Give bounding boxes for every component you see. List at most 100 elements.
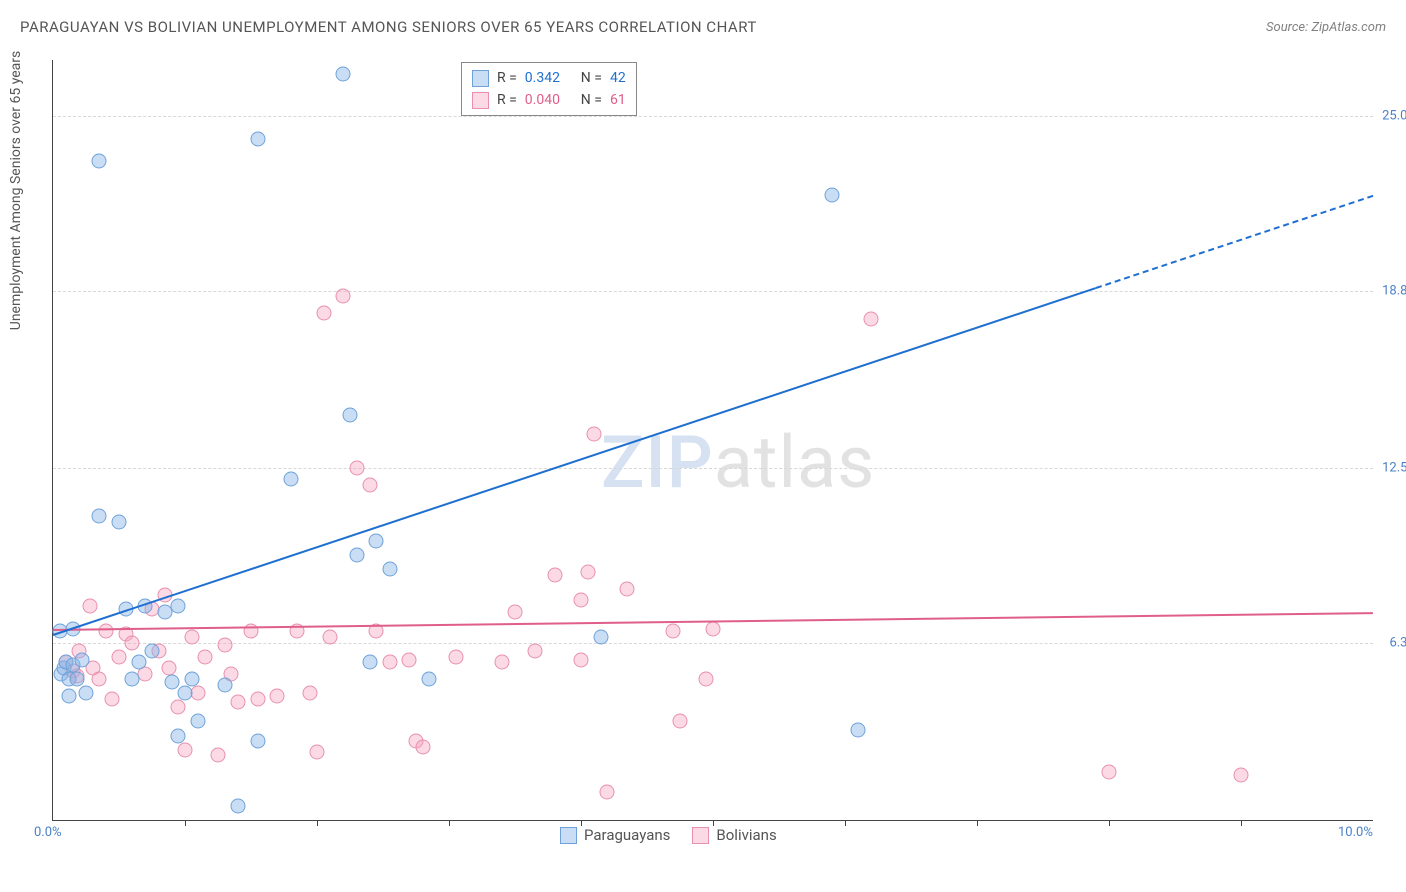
legend-swatch	[472, 92, 489, 109]
scatter-point	[851, 722, 866, 737]
gridline	[53, 643, 1373, 644]
scatter-point	[92, 154, 107, 169]
scatter-point	[593, 630, 608, 645]
scatter-point	[162, 661, 177, 676]
series-label: Bolivians	[716, 826, 776, 844]
scatter-point	[191, 686, 206, 701]
scatter-point	[164, 675, 179, 690]
scatter-plot: ZIPatlas R =0.342N =42R =0.040N =61 6.3%…	[52, 60, 1373, 821]
scatter-point	[217, 677, 232, 692]
scatter-point	[706, 621, 721, 636]
chart-area: Unemployment Among Seniors over 65 years…	[0, 50, 1406, 892]
scatter-point	[323, 630, 338, 645]
scatter-point	[343, 407, 358, 422]
series-label: Paraguayans	[584, 826, 670, 844]
scatter-point	[362, 478, 377, 493]
scatter-point	[864, 311, 879, 326]
chart-title: PARAGUAYAN VS BOLIVIAN UNEMPLOYMENT AMON…	[20, 18, 757, 36]
legend-n-label: N =	[581, 89, 602, 111]
scatter-point	[673, 714, 688, 729]
scatter-point	[178, 742, 193, 757]
x-tick	[845, 820, 846, 826]
gridline	[53, 468, 1373, 469]
watermark: ZIPatlas	[601, 420, 875, 505]
regression-line	[53, 287, 1096, 636]
legend-r-value: 0.040	[525, 89, 573, 111]
scatter-point	[171, 728, 186, 743]
source-prefix: Source:	[1266, 20, 1311, 35]
scatter-point	[303, 686, 318, 701]
scatter-point	[61, 689, 76, 704]
scatter-point	[620, 582, 635, 597]
scatter-point	[283, 472, 298, 487]
gridline	[53, 291, 1373, 292]
legend-swatch	[692, 827, 709, 844]
y-tick-label: 18.8%	[1377, 283, 1406, 298]
series-legend-item: Bolivians	[692, 826, 776, 844]
scatter-point	[382, 655, 397, 670]
scatter-point	[574, 652, 589, 667]
series-legend-item: Paraguayans	[560, 826, 670, 844]
scatter-point	[125, 672, 140, 687]
scatter-point	[349, 548, 364, 563]
scatter-point	[494, 655, 509, 670]
scatter-point	[230, 798, 245, 813]
scatter-point	[336, 289, 351, 304]
scatter-point	[171, 700, 186, 715]
x-tick	[977, 820, 978, 826]
scatter-point	[250, 734, 265, 749]
scatter-point	[527, 644, 542, 659]
scatter-point	[191, 714, 206, 729]
scatter-point	[310, 745, 325, 760]
x-axis-min-label: 0.0%	[34, 825, 62, 840]
scatter-point	[369, 534, 384, 549]
scatter-point	[125, 635, 140, 650]
scatter-point	[547, 568, 562, 583]
legend-r-label: R =	[497, 89, 517, 111]
scatter-point	[422, 672, 437, 687]
x-tick	[185, 820, 186, 826]
scatter-point	[1102, 765, 1117, 780]
x-tick	[317, 820, 318, 826]
scatter-point	[349, 461, 364, 476]
scatter-point	[250, 131, 265, 146]
scatter-point	[82, 599, 97, 614]
correlation-legend: R =0.342N =42R =0.040N =61	[461, 62, 637, 116]
scatter-point	[197, 649, 212, 664]
y-tick-label: 25.0%	[1377, 109, 1406, 124]
scatter-point	[131, 655, 146, 670]
scatter-point	[211, 748, 226, 763]
scatter-point	[824, 188, 839, 203]
scatter-point	[184, 630, 199, 645]
legend-n-label: N =	[581, 67, 602, 89]
chart-header: PARAGUAYAN VS BOLIVIAN UNEMPLOYMENT AMON…	[20, 18, 1386, 36]
scatter-point	[270, 689, 285, 704]
watermark-atlas: atlas	[714, 420, 876, 505]
scatter-point	[600, 784, 615, 799]
scatter-point	[574, 593, 589, 608]
legend-swatch	[560, 827, 577, 844]
scatter-point	[178, 686, 193, 701]
scatter-point	[415, 739, 430, 754]
scatter-point	[75, 652, 90, 667]
scatter-point	[316, 306, 331, 321]
scatter-point	[92, 509, 107, 524]
scatter-point	[145, 644, 160, 659]
scatter-point	[336, 67, 351, 82]
x-tick	[449, 820, 450, 826]
scatter-point	[112, 514, 127, 529]
x-tick	[1241, 820, 1242, 826]
scatter-point	[184, 672, 199, 687]
scatter-point	[402, 652, 417, 667]
scatter-point	[92, 672, 107, 687]
source-attribution: Source: ZipAtlas.com	[1266, 20, 1386, 35]
scatter-point	[382, 562, 397, 577]
y-tick-label: 12.5%	[1377, 461, 1406, 476]
scatter-point	[112, 649, 127, 664]
x-axis-max-label: 10.0%	[1338, 825, 1373, 840]
scatter-point	[79, 686, 94, 701]
scatter-point	[666, 624, 681, 639]
scatter-point	[580, 565, 595, 580]
scatter-point	[508, 604, 523, 619]
legend-n-value: 61	[610, 89, 626, 111]
